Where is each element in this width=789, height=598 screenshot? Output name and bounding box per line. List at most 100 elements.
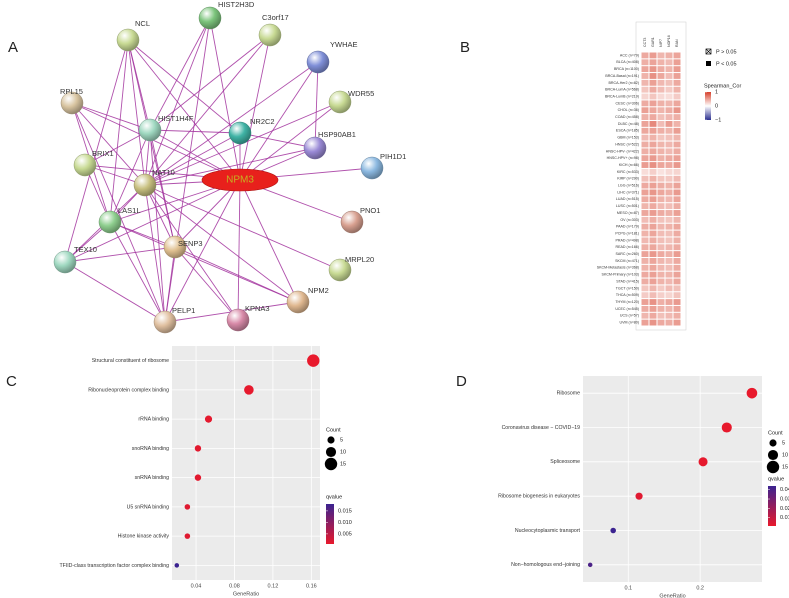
heatmap-cell — [641, 66, 649, 73]
heatmap-cell — [657, 305, 665, 312]
row-label: THYM (n=120) — [615, 300, 639, 304]
heatmap-cell — [649, 292, 657, 299]
legend-label: 15 — [340, 461, 346, 467]
row-label: SARC (n=260) — [616, 252, 639, 256]
heatmap-cell — [673, 203, 681, 210]
heatmap-cell — [657, 100, 665, 107]
network-node — [153, 310, 177, 334]
column-label: GAR1 — [651, 37, 655, 47]
heatmap-cell — [665, 223, 673, 230]
heatmap-cell — [665, 59, 673, 66]
network-edge — [174, 246, 239, 321]
row-label: MESO (n=87) — [617, 211, 639, 215]
heatmap-cell — [649, 305, 657, 312]
heatmap-cell — [673, 251, 681, 257]
heatmap-cell — [665, 196, 673, 203]
heatmap-cell — [649, 79, 657, 86]
heatmap-cell — [665, 121, 673, 127]
heatmap-cell — [657, 189, 665, 196]
heatmap-cell — [673, 264, 681, 271]
row-label: DLBC (n=48) — [618, 122, 639, 126]
heatmap-cell — [649, 155, 657, 162]
panel-label: D — [456, 373, 467, 390]
row-label: GBM (n=153) — [617, 136, 639, 140]
row-label: ESCA (n=185) — [616, 129, 639, 133]
heatmap-cell — [673, 59, 681, 66]
colorbar — [326, 504, 334, 544]
heatmap-cell — [665, 79, 673, 86]
heatmap-cell — [649, 299, 657, 305]
row-label: BRCA-LumA (n=568) — [605, 88, 639, 92]
heatmap-cell — [649, 189, 657, 196]
heatmap-cell — [665, 237, 673, 244]
row-label: PRAD (n=498) — [616, 238, 639, 242]
legend-label: 0.02 — [780, 506, 789, 512]
heatmap-cell — [657, 210, 665, 216]
legend-dot — [767, 449, 779, 461]
heatmap-cell — [641, 93, 649, 100]
row-label: KICH (n=66) — [619, 163, 639, 167]
network-node — [138, 118, 162, 142]
network-edge — [84, 129, 151, 166]
heatmap-cell — [665, 230, 673, 237]
heatmap-cell — [641, 100, 649, 107]
heatmap-cell — [657, 86, 665, 93]
heatmap-cell — [673, 127, 681, 134]
heatmap-cell — [673, 141, 681, 148]
heatmap-cell — [665, 251, 673, 257]
y-tick-label: U5 snRNA binding — [127, 504, 170, 510]
y-tick-label: Histone kinase activity — [118, 534, 170, 540]
heatmap-cell — [665, 182, 673, 189]
heatmap-cell — [649, 258, 657, 264]
heatmap-cell — [673, 230, 681, 237]
network-node — [116, 28, 140, 52]
network-edge — [144, 132, 241, 186]
heatmap-cell — [657, 148, 665, 155]
heatmap-cell — [657, 264, 665, 271]
heatmap-cell — [673, 299, 681, 305]
dot — [194, 445, 202, 452]
row-label: KIRP (n=290) — [617, 177, 639, 181]
legend-key — [706, 61, 711, 66]
network-edge — [237, 179, 241, 321]
heatmap-cell — [657, 251, 665, 257]
heatmap-cell — [673, 162, 681, 168]
network-node — [328, 90, 352, 114]
heatmap-cell — [641, 292, 649, 299]
row-label: LGG (n=516) — [618, 184, 639, 188]
heatmap-cell — [673, 292, 681, 299]
panel-label: C — [6, 373, 17, 390]
heatmap-cell — [665, 271, 673, 278]
node-label: NAT10 — [152, 168, 175, 177]
heatmap-cell — [649, 168, 657, 175]
heatmap-cell — [665, 107, 673, 114]
heatmap-cell — [641, 121, 649, 127]
network-edge — [144, 147, 316, 186]
heatmap-cell — [657, 244, 665, 251]
dot — [184, 533, 191, 539]
heatmap-cell — [641, 196, 649, 203]
node-label: SENP3 — [178, 239, 203, 248]
heatmap-cell — [641, 162, 649, 168]
y-tick-label: snRNA binding — [135, 475, 169, 481]
network: NPM3 HIST2H3D NCL C3orf17 YWHAE WDR55 RPL15 HIS… — [53, 0, 406, 334]
network-edge — [149, 17, 211, 131]
heatmap-cell — [665, 258, 673, 264]
heatmap-cell — [649, 100, 657, 107]
node-label: HSP90AB1 — [318, 130, 356, 139]
heatmap-cell — [673, 168, 681, 175]
dot — [174, 563, 180, 568]
colorbar — [768, 486, 776, 526]
heatmap-cell — [657, 93, 665, 100]
heatmap-cell — [673, 134, 681, 141]
row-label: CESC (n=306) — [616, 101, 639, 105]
heatmap-cell — [649, 210, 657, 216]
network-edge — [64, 179, 241, 263]
heatmap-cell — [657, 52, 665, 59]
network-edge — [164, 179, 241, 323]
heatmap-cell — [657, 134, 665, 141]
heatmap-cell — [649, 223, 657, 230]
network-edge — [149, 34, 271, 131]
heatmap-cell — [665, 162, 673, 168]
row-label: READ (n=166) — [616, 245, 639, 249]
